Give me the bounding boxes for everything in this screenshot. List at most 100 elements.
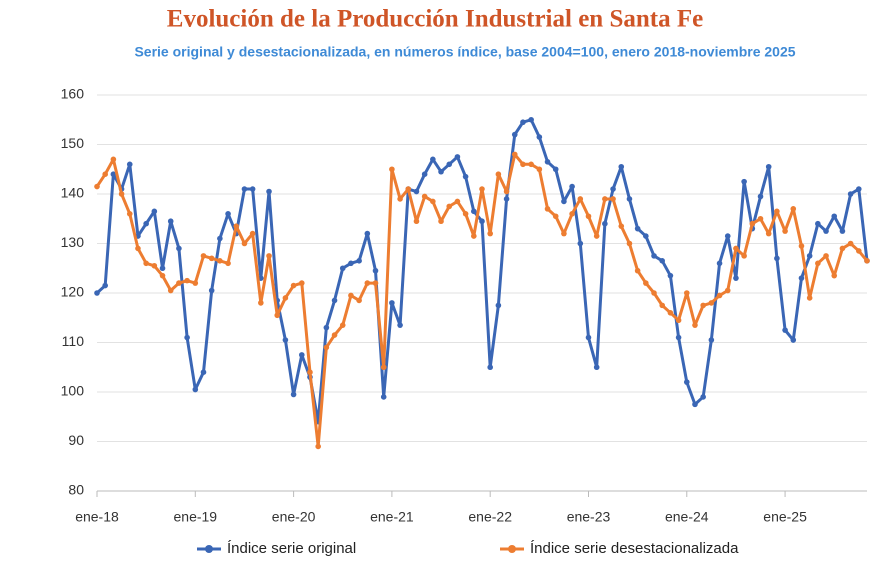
data-point bbox=[421, 171, 428, 177]
data-point bbox=[520, 161, 526, 168]
data-point bbox=[683, 290, 690, 296]
data-point bbox=[471, 233, 477, 239]
data-point bbox=[659, 258, 666, 264]
data-point bbox=[471, 208, 477, 215]
y-tick-label: 150 bbox=[61, 135, 85, 151]
data-point bbox=[610, 196, 616, 202]
legend-marker bbox=[205, 545, 213, 553]
data-point bbox=[495, 171, 502, 177]
y-tick-label: 110 bbox=[62, 333, 85, 349]
data-point bbox=[593, 233, 600, 239]
data-point bbox=[503, 196, 510, 202]
x-tick-label: ene-19 bbox=[174, 509, 218, 525]
data-point bbox=[348, 260, 354, 267]
data-point bbox=[282, 295, 289, 301]
y-tick-label: 140 bbox=[61, 185, 85, 201]
data-point bbox=[831, 213, 838, 220]
data-point bbox=[569, 211, 575, 217]
data-point bbox=[274, 312, 281, 319]
data-point bbox=[774, 255, 780, 262]
y-tick-label: 100 bbox=[61, 383, 85, 399]
data-point bbox=[315, 443, 321, 450]
data-point bbox=[643, 280, 649, 286]
data-point bbox=[200, 369, 207, 376]
data-point bbox=[454, 198, 461, 205]
data-point bbox=[413, 188, 420, 195]
data-point bbox=[380, 364, 387, 371]
data-point bbox=[806, 253, 813, 259]
data-point bbox=[249, 186, 256, 192]
data-point bbox=[282, 337, 289, 343]
data-point bbox=[798, 275, 805, 281]
data-point bbox=[118, 191, 125, 197]
data-point bbox=[552, 166, 559, 173]
data-point bbox=[241, 186, 248, 192]
data-point bbox=[364, 280, 371, 286]
data-point bbox=[651, 253, 657, 259]
data-point bbox=[208, 287, 215, 294]
data-point bbox=[298, 280, 305, 286]
data-point bbox=[724, 233, 731, 239]
data-point bbox=[167, 218, 174, 225]
data-point bbox=[348, 292, 354, 299]
data-point bbox=[323, 344, 330, 351]
data-point bbox=[765, 163, 772, 170]
data-point bbox=[790, 337, 797, 343]
data-point bbox=[741, 178, 747, 185]
x-tick-label: ene-21 bbox=[370, 509, 414, 525]
data-point bbox=[495, 302, 502, 309]
data-point bbox=[225, 211, 231, 217]
data-point bbox=[815, 220, 821, 227]
data-point bbox=[511, 151, 518, 158]
data-point bbox=[479, 218, 485, 225]
data-point bbox=[585, 334, 592, 341]
data-point bbox=[634, 225, 641, 232]
data-point bbox=[618, 223, 625, 229]
data-point bbox=[184, 334, 190, 341]
data-point bbox=[176, 280, 182, 286]
data-point bbox=[774, 208, 780, 215]
data-point bbox=[528, 116, 534, 123]
data-point bbox=[462, 173, 469, 180]
data-point bbox=[675, 334, 682, 341]
data-point bbox=[520, 119, 526, 126]
data-point bbox=[847, 191, 854, 197]
data-point bbox=[569, 183, 575, 190]
data-point bbox=[176, 245, 182, 252]
data-point bbox=[290, 282, 297, 289]
series-line bbox=[95, 152, 869, 448]
data-point bbox=[397, 196, 403, 202]
data-point bbox=[430, 156, 436, 163]
data-point bbox=[307, 369, 313, 376]
data-point bbox=[266, 188, 272, 195]
data-point bbox=[667, 310, 674, 316]
data-point bbox=[446, 161, 453, 168]
data-point bbox=[364, 230, 371, 237]
data-point bbox=[331, 297, 338, 304]
data-point bbox=[462, 211, 469, 217]
data-point bbox=[823, 228, 829, 234]
data-point bbox=[659, 302, 666, 309]
legend-label: Índice serie original bbox=[227, 540, 356, 557]
data-point bbox=[782, 228, 788, 234]
y-tick-label: 160 bbox=[61, 86, 85, 102]
data-point bbox=[446, 203, 453, 210]
data-point bbox=[503, 188, 510, 195]
data-point bbox=[298, 352, 305, 358]
data-point bbox=[831, 272, 838, 279]
data-point bbox=[643, 233, 649, 239]
data-point bbox=[233, 223, 240, 229]
data-point bbox=[856, 248, 862, 254]
data-point bbox=[511, 131, 518, 138]
data-point bbox=[102, 282, 108, 289]
data-point bbox=[200, 253, 207, 259]
data-point bbox=[839, 245, 846, 252]
data-point bbox=[585, 213, 592, 220]
data-point bbox=[430, 198, 436, 205]
y-tick-label: 120 bbox=[61, 284, 85, 300]
data-point bbox=[372, 280, 379, 286]
data-point bbox=[94, 183, 100, 190]
x-tick-label: ene-25 bbox=[763, 509, 807, 525]
x-tick-label: ene-23 bbox=[567, 509, 611, 525]
data-point bbox=[708, 337, 715, 343]
